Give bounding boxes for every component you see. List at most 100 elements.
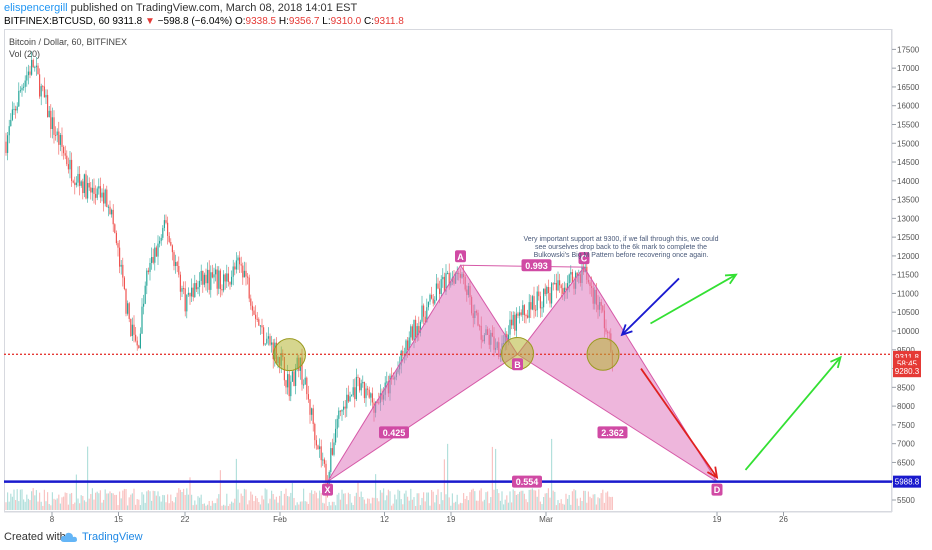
volume-bar [471,489,473,510]
volume-bar [203,503,205,510]
candle-body [336,418,338,429]
candle-body [517,313,519,316]
volume-bar [469,492,471,510]
volume-bar [213,503,215,510]
price-tag: 9280.3 [895,367,920,376]
volume-bar [384,500,386,510]
volume-bar [535,490,537,510]
volume-bar [595,504,597,510]
volume-bar [320,492,322,510]
tradingview-brand[interactable]: TradingView [82,531,143,543]
volume-bar [335,505,337,510]
candle-body [291,371,293,382]
candle-body [85,174,87,199]
candle-body [240,264,242,266]
candle-body [39,74,41,97]
candle-body [151,257,153,263]
x-tick-label: 15 [114,515,123,524]
volume-bar [421,497,423,510]
candle-body [368,389,370,398]
volume-bar [91,488,93,510]
volume-bar [552,490,554,510]
time-axis[interactable]: 8 15 22 Feb 12 19 Mar 19 26 [50,512,789,524]
volume-bar [192,505,194,510]
candle-body [128,303,130,319]
candle-body [315,440,317,446]
candle-body [523,305,525,316]
y-tick-label: 15000 [897,139,920,148]
volume-bar [571,491,573,510]
candle-body [267,336,269,339]
volume-bar [442,500,444,510]
volume-bar [205,505,207,510]
candle-body [101,192,103,198]
volume-bar [355,492,357,510]
candle-body [530,302,532,310]
candle-body [531,296,533,310]
volume-bar [539,501,541,510]
candle-body [221,289,223,291]
volume-bar [42,505,44,510]
candle-body [187,292,189,295]
candle-body [122,264,124,278]
volume-bar [239,502,241,510]
volume-bar [517,493,519,510]
volume-bar [10,493,12,510]
volume-bar [146,491,148,510]
y-tick-label: 9500 [897,346,915,355]
volume-bar [34,495,36,510]
candle-body [341,409,343,412]
volume-bar [232,502,234,510]
candle-body [87,182,89,199]
volume-bar [323,503,325,510]
volume-bar [575,490,577,510]
candle-body [349,396,351,402]
candle-body [165,220,167,223]
candle-body [386,381,388,383]
candle-body [559,280,561,286]
candle-body [71,159,73,181]
volume-bar [283,493,285,510]
candle-body [146,270,148,286]
candle-body [367,388,369,390]
last-price: 9311.8 [112,16,143,27]
candle-body [160,237,162,241]
volume-bar [459,502,461,510]
volume-bar [195,504,197,510]
volume-bar [415,505,417,510]
volume-bar [527,502,529,510]
candle-body [10,119,12,127]
volume-bar [259,504,261,510]
volume-bar [429,505,431,510]
volume-bar [11,496,13,510]
volume-bar [7,492,9,510]
candle-body [98,186,100,189]
candle-body [47,94,49,118]
candle-body [351,395,353,397]
pattern-point-d: D [714,485,721,495]
volume-bar [103,499,105,510]
volume-bar [336,494,338,510]
candle-body [335,428,337,443]
candle-body [549,293,551,304]
candle-body [525,315,527,317]
volume-bar [504,499,506,510]
volume-bar [218,494,220,510]
y-tick-label: 14500 [897,158,920,167]
candle-body [178,265,180,275]
volume-bar [496,489,498,510]
volume-bar [227,505,229,510]
candle-body [568,274,570,284]
volume-bar [445,494,447,510]
candle-body [171,245,173,253]
volume-bar [426,492,428,510]
volume-bar [123,488,125,510]
y-tick-label: 7000 [897,440,915,449]
volume-bar [515,494,517,510]
volume-bar [80,495,82,510]
price-axis[interactable]: 5500600065007000750080008500900095001000… [892,45,920,505]
volume-bar [50,505,52,510]
volume-bar [176,492,178,510]
author-link[interactable]: elispencergill [4,2,68,14]
